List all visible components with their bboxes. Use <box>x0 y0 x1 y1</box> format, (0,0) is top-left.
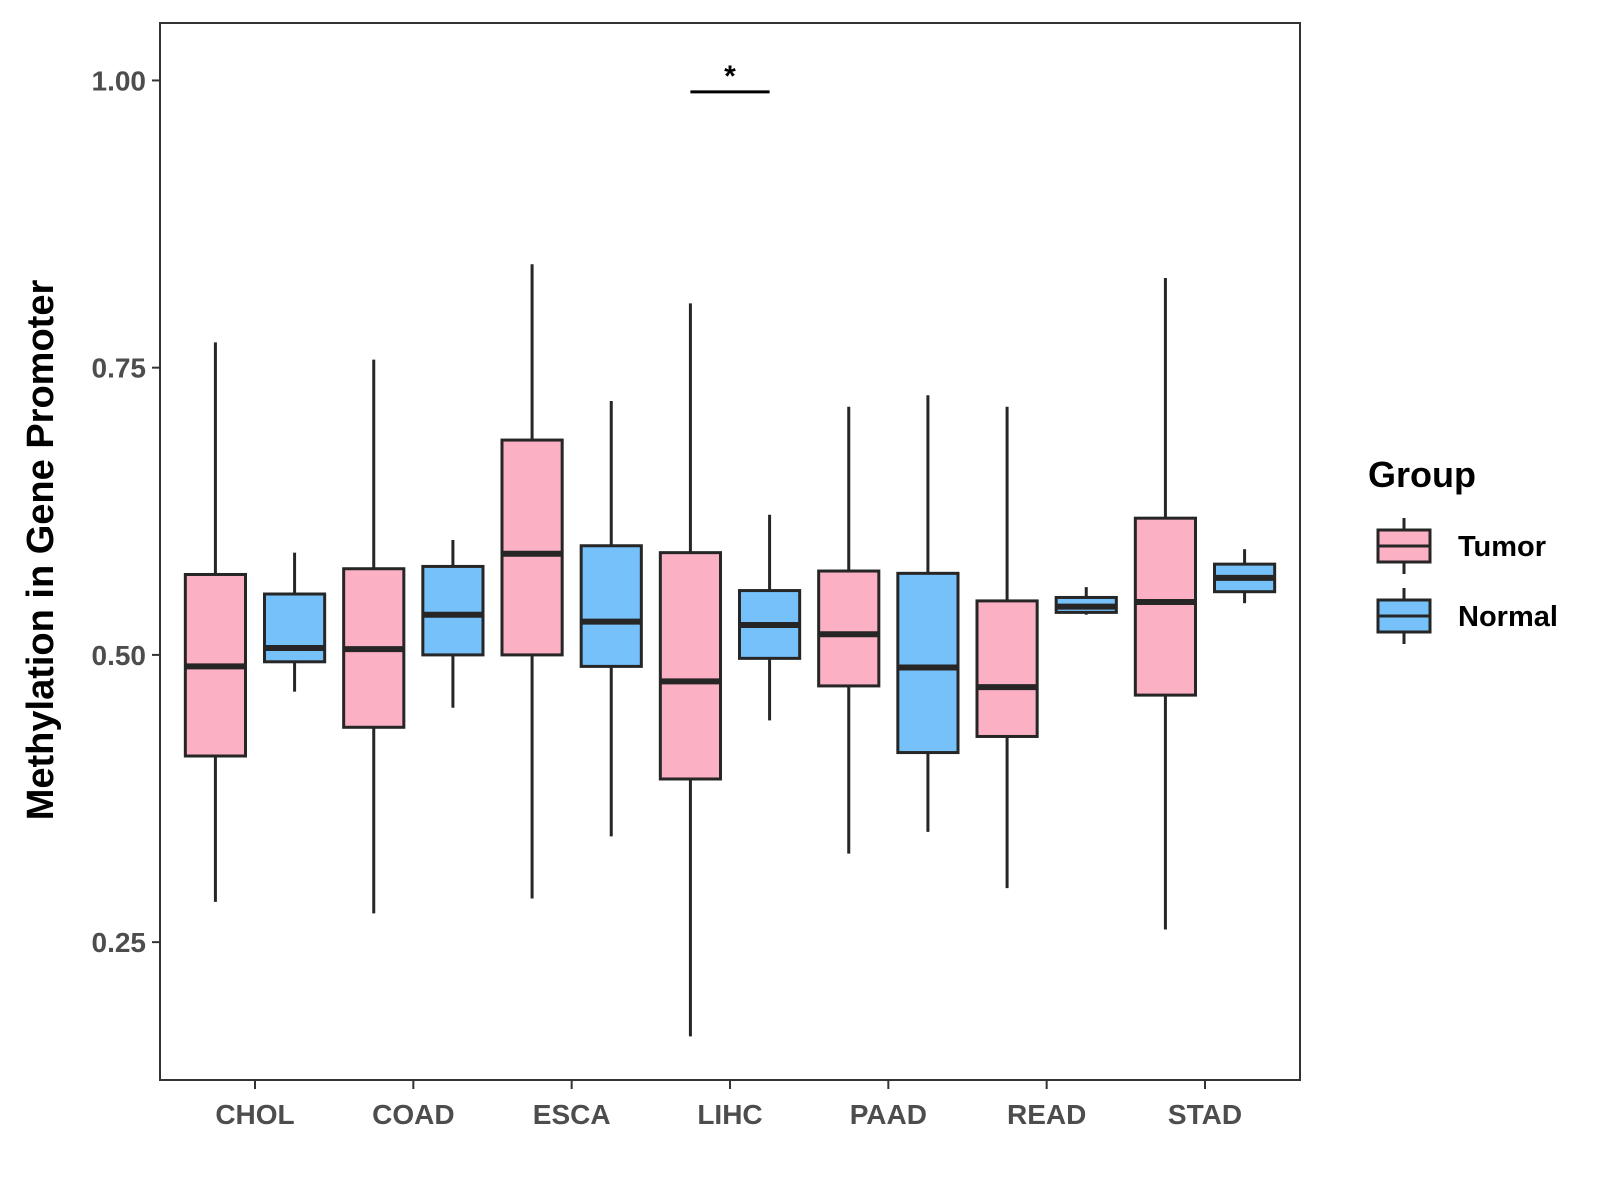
box-body <box>975 599 1039 738</box>
legend-item-tumor: Tumor <box>1376 518 1546 574</box>
y-axis-title: Methylation in Gene Promoter <box>20 280 62 821</box>
box-body <box>817 569 881 688</box>
box-normal-read <box>1054 587 1118 615</box>
box-tumor-esca <box>500 264 564 899</box>
plot-border <box>159 22 1301 1081</box>
box-tumor-paad <box>817 406 881 854</box>
x-tick-label-esca: ESCA <box>533 1099 611 1130</box>
box-normal-lihc <box>738 514 802 721</box>
x-tick-label-lihc: LIHC <box>697 1099 762 1130</box>
box-tumor-read <box>975 406 1039 889</box>
y-tick-label: 1.00 <box>92 65 147 96</box>
box-body <box>263 592 327 664</box>
box-body <box>421 564 485 657</box>
x-tick-label-stad: STAD <box>1168 1099 1242 1130</box>
x-axis: CHOL COAD ESCA LIHC PAAD READ STAD <box>215 1080 1242 1130</box>
box-body <box>500 438 564 657</box>
box-normal-paad <box>896 395 960 832</box>
x-tick-label-read: READ <box>1007 1099 1086 1130</box>
significance-star: * <box>724 60 736 93</box>
box-normal-coad <box>421 540 485 708</box>
box-tumor-stad <box>1133 278 1198 930</box>
box-tumor-coad <box>342 359 406 914</box>
significance-annotation: * <box>690 60 770 94</box>
y-tick-label: 0.50 <box>92 640 147 671</box>
box-normal-stad <box>1213 549 1277 604</box>
box-body <box>579 544 643 668</box>
box-body <box>896 571 960 755</box>
x-tick-label-paad: PAAD <box>850 1099 927 1130</box>
plot-area: * <box>159 22 1301 1081</box>
box-normal-esca <box>579 400 643 837</box>
x-tick-label-chol: CHOL <box>215 1099 294 1130</box>
y-tick-label: 0.25 <box>92 927 147 958</box>
box-normal-chol <box>263 552 327 692</box>
legend-title: Group <box>1368 454 1476 495</box>
y-axis: 0.25 0.50 0.75 1.00 <box>92 65 160 958</box>
y-tick-label: 0.75 <box>92 353 147 384</box>
box-tumor-chol <box>183 342 247 902</box>
legend-label: Tumor <box>1458 531 1546 563</box>
legend-item-normal: Normal <box>1376 588 1558 644</box>
box-body <box>1133 516 1198 697</box>
box-tumor-lihc <box>658 303 722 1037</box>
x-tick-label-coad: COAD <box>372 1099 454 1130</box>
legend-label: Normal <box>1458 601 1558 633</box>
box-body <box>658 551 722 781</box>
legend: Group Tumor Normal <box>1368 454 1558 644</box>
